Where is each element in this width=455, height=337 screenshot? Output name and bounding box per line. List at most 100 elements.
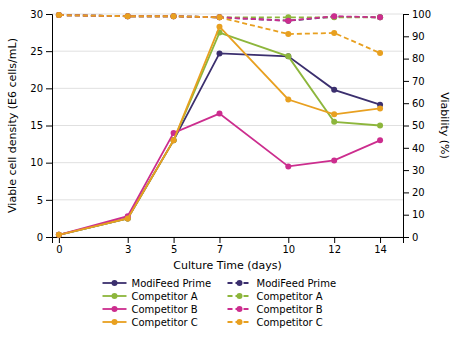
point — [56, 12, 62, 18]
tick: 0 — [403, 232, 418, 243]
tick-mark — [380, 237, 381, 243]
point — [285, 53, 291, 59]
point — [285, 18, 291, 24]
tick: 20 — [403, 187, 425, 198]
legend-label: Competitor B — [257, 304, 323, 315]
point — [377, 137, 383, 143]
tick-label: 70 — [412, 76, 425, 87]
tick-mark — [403, 81, 409, 82]
point — [331, 111, 337, 117]
point — [125, 13, 131, 19]
tick: 60 — [403, 98, 425, 109]
legend: ModiFeed Prime Competitor A Competitor B Co… — [103, 278, 337, 328]
tick: 15 — [30, 120, 52, 131]
tick: 80 — [403, 53, 425, 64]
point — [125, 13, 131, 19]
tick-mark — [46, 163, 52, 164]
tick-mark — [59, 237, 60, 243]
point — [331, 14, 337, 20]
legend-marker — [112, 293, 118, 299]
legend-item: Competitor C — [103, 317, 198, 328]
tick-label: 15 — [30, 120, 43, 131]
tick-mark — [46, 200, 52, 201]
point — [216, 14, 222, 20]
grid-line — [52, 199, 403, 200]
tick-mark — [334, 237, 335, 243]
point — [216, 14, 222, 20]
tick-label: 3 — [125, 244, 131, 255]
point — [331, 30, 337, 36]
point — [56, 12, 62, 18]
point — [171, 13, 177, 19]
tick-label: 60 — [412, 98, 425, 109]
point — [56, 232, 62, 238]
legend-item: Competitor A — [228, 291, 323, 302]
grid-line — [52, 162, 403, 163]
legend-item: ModiFeed Prime — [103, 278, 212, 289]
tick-mark — [174, 237, 175, 243]
plot: 0357101214051015202530010203040506070809… — [6, 9, 451, 272]
tick-label: 0 — [412, 232, 418, 243]
chart: 0357101214051015202530010203040506070809… — [0, 0, 455, 337]
point — [171, 13, 177, 19]
tick-mark — [46, 237, 52, 238]
tick: 0 — [37, 232, 52, 243]
point — [377, 14, 383, 20]
legend-label: ModiFeed Prime — [257, 278, 337, 289]
tick: 7 — [217, 237, 223, 255]
y-axis: 051015202530 — [30, 9, 52, 243]
axis-line — [53, 238, 404, 244]
tick-label: 14 — [374, 244, 387, 255]
legend-label: Competitor C — [257, 317, 323, 328]
legend-label: Competitor A — [132, 291, 198, 302]
point — [125, 215, 131, 221]
point — [216, 24, 222, 30]
point — [377, 14, 383, 20]
tick-label: 5 — [37, 195, 43, 206]
grid-line — [52, 51, 403, 52]
tick-label: 10 — [282, 244, 295, 255]
legend-label: ModiFeed Prime — [132, 278, 212, 289]
tick-mark — [403, 14, 409, 15]
point — [285, 18, 291, 24]
point — [285, 96, 291, 102]
point — [171, 137, 177, 143]
tick: 14 — [374, 237, 387, 255]
y2-axis-title: Viability (%) — [438, 92, 451, 159]
tick: 10 — [403, 209, 425, 220]
tick: 100 — [403, 9, 431, 20]
point — [216, 14, 222, 20]
tick-label: 50 — [412, 120, 425, 131]
point — [331, 119, 337, 125]
legend-marker — [112, 319, 118, 325]
point — [216, 14, 222, 20]
tick-mark — [46, 51, 52, 52]
tick-label: 30 — [412, 165, 425, 176]
point — [125, 215, 131, 221]
legend-label: Competitor C — [132, 317, 198, 328]
tick-label: 7 — [217, 244, 223, 255]
grid — [52, 14, 403, 237]
tick-label: 20 — [412, 187, 425, 198]
tick-label: 25 — [30, 46, 43, 57]
line — [59, 53, 380, 234]
line — [59, 33, 380, 235]
point — [377, 123, 383, 129]
legend-label: Competitor B — [132, 304, 198, 315]
point — [377, 105, 383, 111]
point — [285, 163, 291, 169]
x-axis-title: Culture Time (days) — [173, 259, 282, 272]
y-axis-title: Viable cell density (E6 cells/mL) — [6, 38, 19, 213]
tick-mark — [403, 237, 409, 238]
tick-mark — [403, 148, 409, 149]
tick-label: 40 — [412, 143, 425, 154]
x-axis: 0357101214 — [53, 237, 404, 255]
legend-item: Competitor B — [103, 304, 198, 315]
legend-item: Competitor A — [103, 291, 198, 302]
tick-label: 20 — [30, 83, 43, 94]
point — [216, 50, 222, 56]
point — [171, 137, 177, 143]
tick: 10 — [282, 237, 295, 255]
tick-label: 12 — [328, 244, 341, 255]
point — [56, 232, 62, 238]
